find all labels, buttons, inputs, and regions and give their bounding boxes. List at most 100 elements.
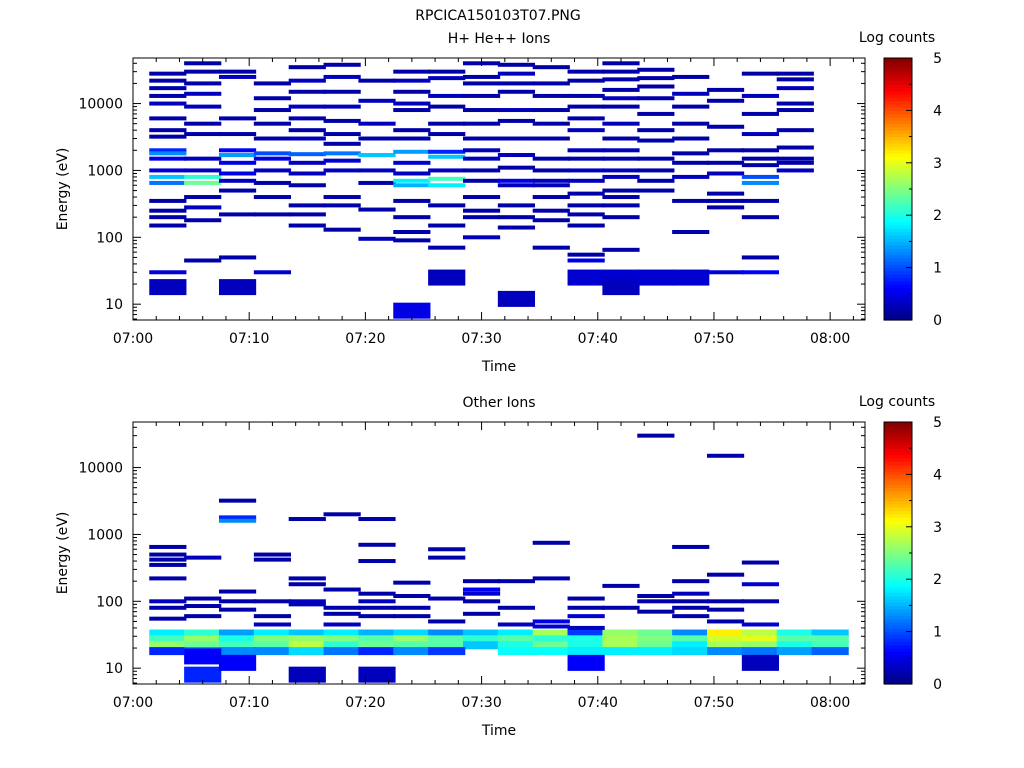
heatmap-band-cell — [149, 647, 187, 656]
colorbar-segment — [884, 225, 912, 229]
colorbar-segment — [884, 533, 912, 538]
heatmap-cell — [393, 614, 431, 619]
heatmap-band-cell — [532, 641, 570, 650]
heatmap-cell — [462, 611, 501, 616]
heatmap-cell — [602, 168, 640, 173]
heatmap-cell — [253, 121, 292, 126]
heatmap-band-cell — [637, 641, 675, 650]
x-tick-label: 07:20 — [345, 331, 385, 347]
heatmap-cell — [776, 108, 814, 113]
colorbar-segment — [884, 130, 912, 134]
heatmap-cell — [253, 136, 292, 141]
colorbar-segment — [884, 290, 912, 295]
heatmap-cell — [288, 65, 326, 70]
heatmap-cell — [532, 208, 570, 213]
heatmap-cell — [393, 69, 431, 74]
colorbar-segment — [884, 156, 912, 161]
colorbar-segment — [884, 458, 912, 462]
colorbar-segment — [884, 520, 912, 525]
heatmap-cell — [497, 290, 536, 307]
heatmap-cell — [253, 212, 292, 217]
heatmap-cell — [393, 78, 431, 83]
colorbar-segment — [884, 221, 912, 226]
colorbar-segment — [884, 149, 912, 154]
colorbar-segment — [884, 651, 912, 656]
heatmap-cell — [428, 223, 466, 228]
heatmap-cell — [393, 89, 431, 94]
heatmap-cell — [776, 145, 814, 150]
heatmap-cell — [532, 81, 570, 86]
heatmap-cell — [149, 71, 187, 76]
heatmap-cell — [741, 180, 780, 185]
heatmap-cell — [288, 104, 326, 109]
heatmap-cell — [218, 589, 257, 594]
heatmap-cell — [462, 215, 501, 220]
heatmap-cell — [532, 65, 570, 70]
colorbar-segment — [884, 189, 912, 193]
heatmap-band-cell — [811, 641, 849, 650]
heatmap-cell — [358, 542, 396, 547]
heatmap-band-cell — [602, 629, 640, 638]
colorbar-segment — [884, 680, 912, 685]
heatmap-cell — [567, 148, 605, 153]
heatmap-cell — [497, 89, 536, 94]
heatmap-cell — [393, 215, 431, 220]
colorbar-segment — [884, 192, 912, 197]
heatmap-cell — [462, 168, 501, 173]
heatmap-cell — [218, 171, 257, 176]
colorbar-segment — [884, 641, 912, 646]
heatmap-cell — [741, 255, 780, 260]
colorbar-segment — [884, 195, 912, 200]
colorbar-segment — [884, 530, 912, 534]
heatmap-cell — [253, 81, 292, 86]
heatmap-cell — [567, 269, 605, 286]
heatmap-cell — [567, 605, 605, 610]
x-tick-label: 07:10 — [229, 331, 269, 347]
colorbar-segment — [884, 494, 912, 498]
heatmap-cell — [184, 666, 222, 683]
heatmap-cell — [288, 223, 326, 228]
heatmap-band-cell — [811, 647, 849, 656]
heatmap-band-cell — [497, 635, 536, 644]
heatmap-band-cell — [567, 641, 605, 650]
heatmap-cell — [428, 104, 466, 109]
heatmap-cell — [218, 188, 257, 193]
heatmap-cell — [462, 148, 501, 153]
heatmap-cell — [672, 74, 710, 79]
heatmap-cell — [149, 215, 187, 220]
heatmap-band-cell — [288, 629, 326, 638]
colorbar-segment — [884, 231, 912, 236]
heatmap-cell — [149, 279, 187, 296]
heatmap-cell — [184, 91, 222, 96]
heatmap-band-cell — [811, 635, 849, 644]
heatmap-cell — [184, 205, 222, 210]
heatmap-band-cell — [741, 635, 780, 644]
colorbar-segment — [884, 438, 912, 443]
colorbar-segment — [884, 487, 912, 492]
heatmap-cell — [253, 557, 292, 562]
colorbar-tick-label: 5 — [933, 51, 942, 67]
colorbar-segment — [884, 103, 912, 108]
heatmap-cell — [149, 599, 187, 604]
colorbar-segment — [884, 461, 912, 466]
heatmap-cell — [393, 183, 431, 188]
colorbar-segment — [884, 205, 912, 210]
heatmap-cell — [637, 76, 675, 81]
heatmap-cell — [532, 619, 570, 624]
colorbar-segment — [884, 208, 912, 213]
colorbar-segment — [884, 310, 912, 315]
heatmap-cell — [288, 183, 326, 188]
colorbar-segment — [884, 634, 912, 639]
heatmap-band-cell — [323, 629, 361, 638]
heatmap-cell — [393, 580, 431, 585]
heatmap-band-cell — [741, 641, 780, 650]
heatmap-cell — [358, 236, 396, 241]
colorbar-tick-label: 1 — [933, 625, 942, 641]
colorbar-segment — [884, 435, 912, 439]
colorbar-segment — [884, 480, 912, 485]
heatmap-cell — [637, 188, 675, 193]
heatmap-band-cell — [706, 641, 745, 650]
y-axis-label: Energy (eV) — [55, 148, 71, 231]
x-tick-label: 07:10 — [229, 695, 269, 711]
